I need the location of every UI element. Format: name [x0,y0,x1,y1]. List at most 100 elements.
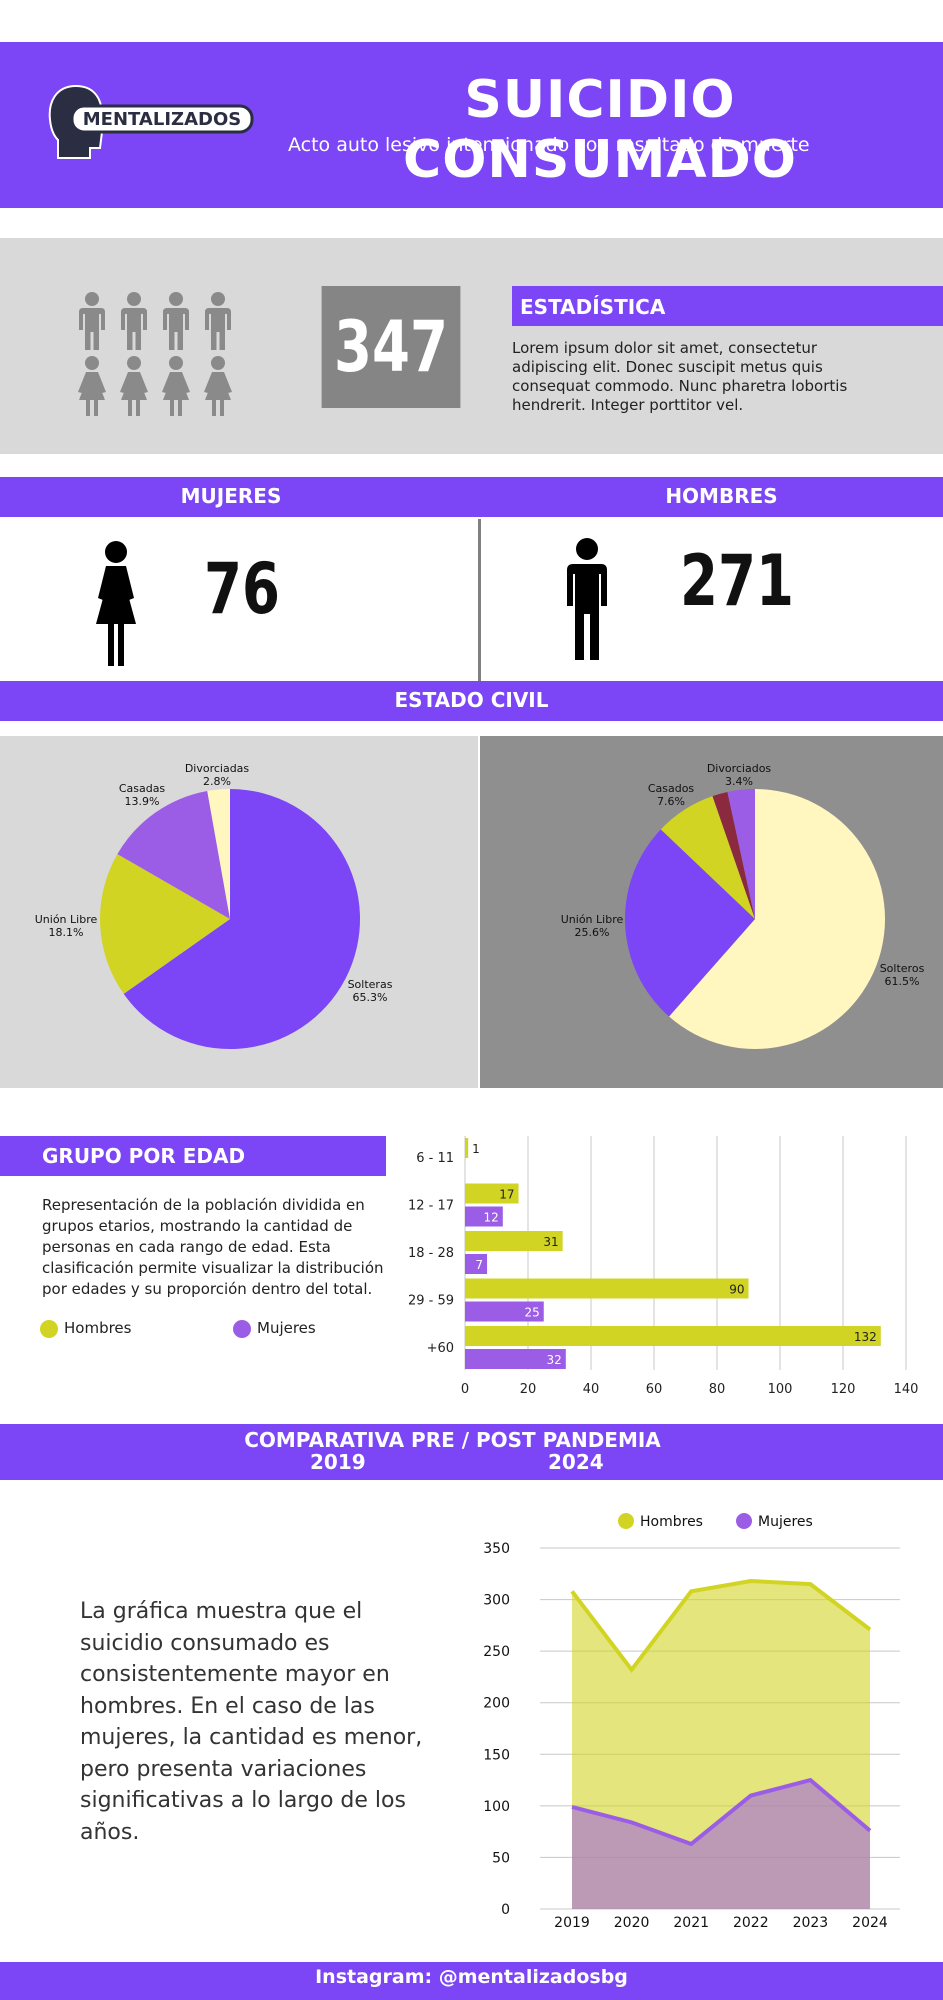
men-count: 271 [680,540,794,622]
x-tick-label: 40 [583,1382,600,1397]
bar-mujeres-1 [465,1206,503,1227]
pie-slice-1-2 [660,796,755,919]
age-text: Representación de la población dividida … [42,1196,384,1298]
total-count: 347 [321,286,461,408]
x-tick-label: 2022 [733,1915,769,1931]
man-icon [205,292,231,350]
bar-value-label: 132 [854,1330,877,1344]
y-tick-label: 300 [483,1593,510,1609]
x-tick-label: 140 [894,1382,919,1397]
comparison-heading-bar [0,1424,943,1480]
comparison-area-chart: 0 50 100 150 200 250 300 350 2019 2020 2021 2022 202… [483,1513,900,1931]
men-heading: HOMBRES [665,484,778,508]
line-hombres [570,1578,872,1674]
pie-label-0-0: Solteras [348,978,393,991]
area-mujeres [572,1780,870,1909]
pie-value-label-1-1: 25.6% [575,926,610,939]
category-label: 18 - 28 [408,1246,454,1261]
bar-value-label: 25 [524,1306,539,1320]
line-mujeres [571,1777,872,1847]
category-label: 29 - 59 [408,1294,454,1309]
comparison-heading: COMPARATIVA PRE / POST PANDEMIA [244,1428,661,1452]
legend-men-label: Hombres [64,1319,132,1337]
x-tick-label: 80 [709,1382,726,1397]
woman-icon [88,540,144,672]
man-icon [163,292,189,350]
age-heading-bar [0,1136,386,1176]
pie-value-label-0-3: 2.8% [203,775,231,788]
bar-value-label: 12 [484,1211,499,1225]
pie-label-0-2: Casadas [119,782,166,795]
pie-value-label-1-4: 3.4% [725,775,753,788]
legend-men-marker [40,1320,58,1338]
bar-value-label: 31 [543,1235,558,1249]
pie-slice-0-2 [117,791,230,919]
woman-icon [78,356,106,416]
footer-bar [0,1962,943,2000]
x-tick-label: 2024 [852,1915,888,1931]
pie-slice-0-0 [123,789,360,1049]
category-label: +60 [427,1341,454,1356]
man-icon [121,292,147,350]
comparison-start-year: 2019 [310,1450,366,1474]
page-title: SUICIDIO CONSUMADO [403,70,797,190]
people-icon-grid [72,290,242,420]
bar-hombres-1 [465,1183,519,1204]
legend-women-marker [233,1320,251,1338]
bar-value-label: 32 [547,1353,562,1367]
x-tick-label: 2023 [793,1915,829,1931]
pie-slice-1-3 [712,791,755,919]
x-tick-label: 120 [831,1382,856,1397]
bar-hombres-0 [465,1138,469,1158]
pie-slice-1-0 [669,789,886,1049]
x-tick-label: 0 [461,1382,469,1397]
sex-heading-bar [0,477,943,517]
bar-hombres-2 [465,1231,563,1251]
pie-value-label-0-0: 65.3% [353,991,388,1004]
man-icon [79,292,105,350]
pie-slice-1-1 [625,829,755,1017]
bar-mujeres-3 [465,1301,544,1322]
x-tick-label: 2019 [554,1915,590,1931]
category-label: 6 - 11 [416,1151,454,1166]
bar-value-label: 17 [499,1188,514,1202]
pie-value-label-0-1: 18.1% [49,926,84,939]
legend-label-mujeres: Mujeres [758,1514,813,1530]
pie-slice-1-4 [727,789,755,919]
bar-mujeres-2 [465,1254,488,1274]
comparison-end-year: 2024 [548,1450,604,1474]
woman-icon [204,356,232,416]
women-count: 76 [204,548,280,630]
bar-value-label: 7 [475,1258,483,1272]
logo: MENTALIZADOS [46,80,256,164]
people-icons [78,292,232,416]
logo-head-icon: MENTALIZADOS [48,84,254,159]
statistics-heading-bar [512,286,943,326]
statistics-heading: ESTADÍSTICA [520,295,666,319]
pie-slice-0-3 [207,789,230,919]
y-tick-label: 250 [483,1644,510,1660]
woman-icon [120,356,148,416]
y-tick-label: 50 [492,1850,510,1866]
civil-heading: ESTADO CIVIL [394,688,549,712]
pie-slice-0-1 [100,854,231,994]
x-tick-label: 20 [520,1382,537,1397]
pie-label-0-3: Divorciadas [185,762,250,775]
legend-women-label: Mujeres [257,1319,316,1337]
legend-marker-hombres [618,1513,634,1529]
legend-marker-mujeres [736,1513,752,1529]
pie-label-1-4: Divorciados [707,762,772,775]
y-tick-label: 150 [483,1747,510,1763]
pie-value-label-1-2: 7.6% [657,795,685,808]
footer-instagram[interactable]: Instagram: @mentalizadosbg [315,1966,628,1988]
pie-label-1-0: Solteros [880,962,925,975]
page-subtitle: Acto auto lesivo intencionado con result… [288,134,810,156]
sex-divider [478,519,481,681]
y-tick-label: 350 [483,1541,510,1557]
y-tick-label: 100 [483,1799,510,1815]
woman-icon [162,356,190,416]
bar-value-label: 90 [729,1283,744,1297]
legend-label-hombres: Hombres [640,1514,703,1530]
